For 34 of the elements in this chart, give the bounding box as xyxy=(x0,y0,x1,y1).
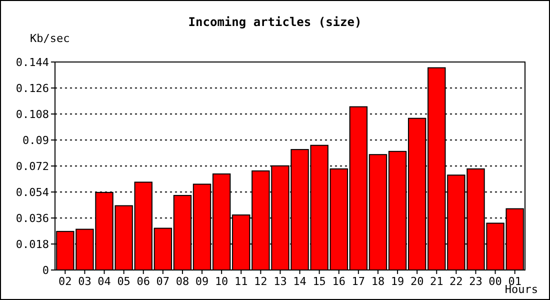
x-tick-label: 11 xyxy=(234,275,248,288)
x-tick-label: 00 xyxy=(488,275,502,288)
y-tick-label: 0.108 xyxy=(16,108,49,121)
x-tick-label: 22 xyxy=(450,275,463,288)
x-tick-label: 18 xyxy=(371,275,385,288)
y-tick-label: 0.054 xyxy=(16,186,50,199)
chart-title: Incoming articles (size) xyxy=(188,15,362,29)
y-tick-label: 0.126 xyxy=(16,82,49,95)
x-tick-label: 17 xyxy=(352,275,366,288)
y-tick-label: 0.036 xyxy=(16,212,49,225)
x-tick-label: 07 xyxy=(156,275,170,288)
x-tick-label: 09 xyxy=(195,275,209,288)
x-tick-label: 13 xyxy=(274,275,287,288)
x-tick-label: 03 xyxy=(78,275,92,288)
x-tick-label: 06 xyxy=(136,275,150,288)
x-tick-label: 15 xyxy=(312,275,326,288)
y-tick-label: 0.144 xyxy=(16,56,50,69)
x-tick-label: 12 xyxy=(254,275,268,288)
x-tick-label: 10 xyxy=(214,275,228,288)
x-tick-label: 19 xyxy=(390,275,404,288)
x-tick-label: 05 xyxy=(117,275,130,288)
x-tick-label: 04 xyxy=(98,275,112,288)
y-tick-label: 0.018 xyxy=(16,238,49,251)
x-tick-label: 02 xyxy=(58,275,72,288)
x-tick-label: 21 xyxy=(430,275,444,288)
x-tick-label: 14 xyxy=(293,275,307,288)
y-axis-title: Kb/sec xyxy=(30,32,70,45)
y-tick-label: 0.072 xyxy=(16,160,49,173)
x-tick-label: 08 xyxy=(176,275,190,288)
x-tick-label: 16 xyxy=(332,275,346,288)
x-tick-label: 20 xyxy=(410,275,424,288)
x-tick-label: 23 xyxy=(469,275,482,288)
y-tick-label: 0 xyxy=(42,264,49,277)
y-tick-label: 0.09 xyxy=(22,134,49,147)
